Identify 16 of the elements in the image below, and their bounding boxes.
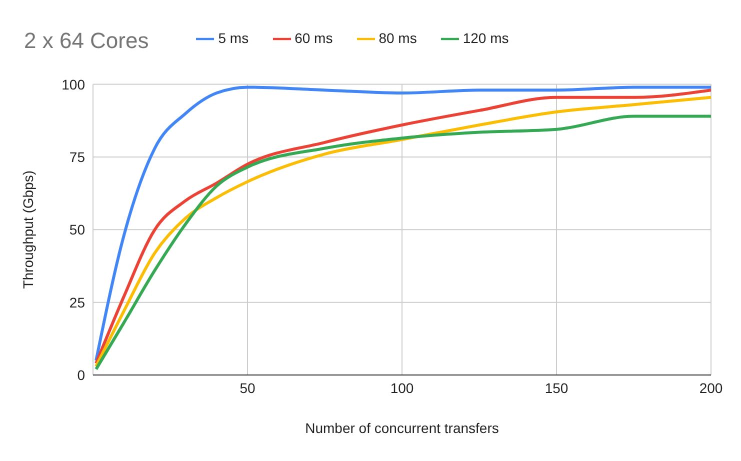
legend-label: 80 ms — [378, 30, 417, 46]
legend-label: 60 ms — [294, 30, 333, 46]
y-tick-label: 100 — [62, 76, 86, 92]
x-tick-label: 50 — [240, 380, 256, 396]
y-tick-label: 25 — [69, 294, 86, 310]
x-tick-label: 200 — [699, 380, 723, 396]
legend-label: 5 ms — [218, 30, 249, 46]
x-tick-label: 100 — [390, 380, 414, 396]
legend-label: 120 ms — [462, 30, 509, 46]
y-tick-label: 50 — [69, 222, 86, 238]
x-axis-title: Number of concurrent transfers — [305, 420, 499, 436]
y-axis-title: Throughput (Gbps) — [20, 170, 36, 289]
x-tick-label: 150 — [544, 380, 568, 396]
y-tick-label: 75 — [69, 148, 86, 165]
y-tick-label: 0 — [77, 366, 86, 383]
chart-title: 2 x 64 Cores — [24, 28, 149, 54]
